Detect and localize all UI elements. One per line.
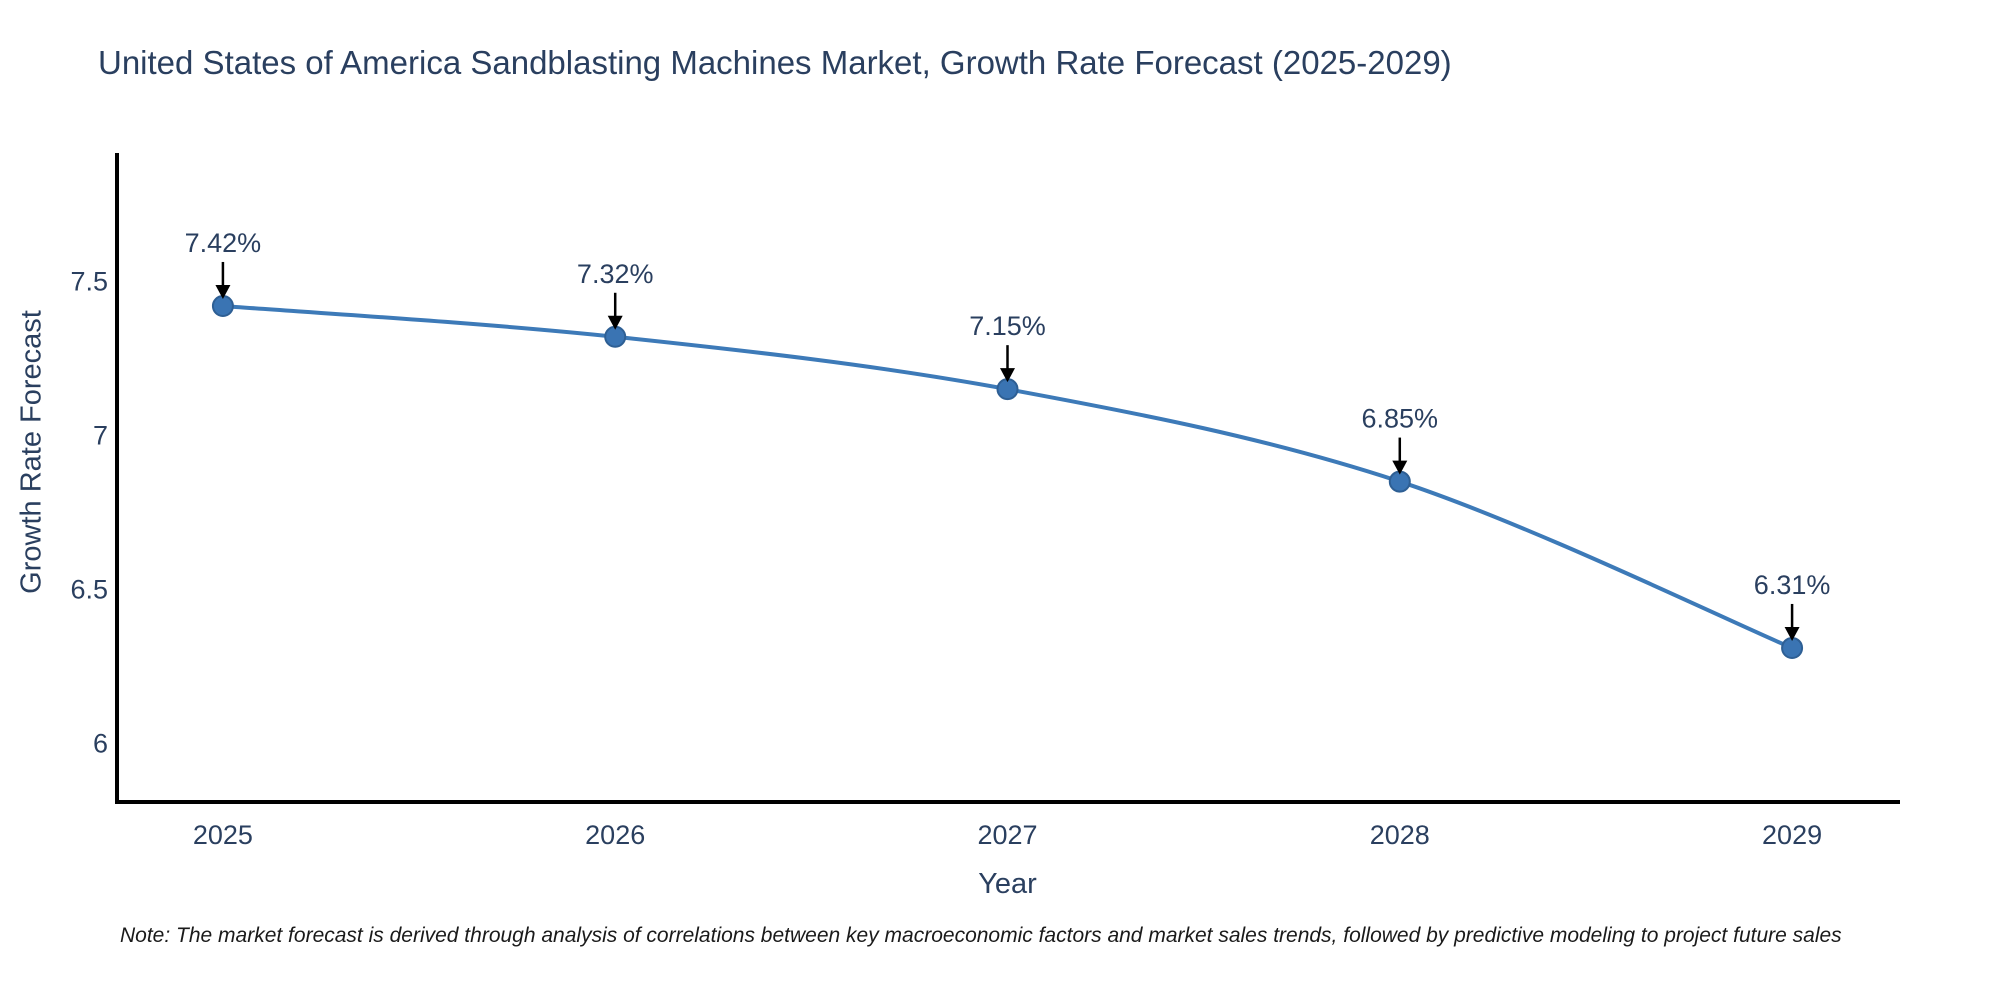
y-tick-label: 6: [93, 728, 108, 758]
data-point-label: 7.32%: [577, 259, 654, 289]
annotation-arrowhead-icon: [1392, 460, 1408, 475]
data-point-label: 6.31%: [1754, 570, 1831, 600]
y-tick-label: 7.5: [70, 266, 108, 296]
x-tick-label: 2029: [1762, 820, 1822, 850]
data-point-label: 6.85%: [1362, 404, 1439, 434]
annotation-arrowhead-icon: [607, 315, 623, 330]
x-axis-title: Year: [978, 868, 1037, 900]
annotation-arrowhead-icon: [215, 284, 231, 299]
data-point-label: 7.15%: [969, 311, 1046, 341]
data-point-label: 7.42%: [185, 228, 262, 258]
x-tick-label: 2026: [585, 820, 645, 850]
footnote: Note: The market forecast is derived thr…: [120, 924, 1842, 947]
annotation-arrowhead-icon: [1784, 626, 1800, 641]
y-tick-label: 7: [93, 420, 108, 450]
x-tick-label: 2025: [193, 820, 253, 850]
y-tick-label: 6.5: [70, 574, 108, 604]
x-tick-label: 2028: [1370, 820, 1430, 850]
chart-title: United States of America Sandblasting Ma…: [98, 44, 1452, 81]
annotation-arrowhead-icon: [1000, 368, 1015, 383]
x-tick-label: 2027: [977, 820, 1037, 850]
